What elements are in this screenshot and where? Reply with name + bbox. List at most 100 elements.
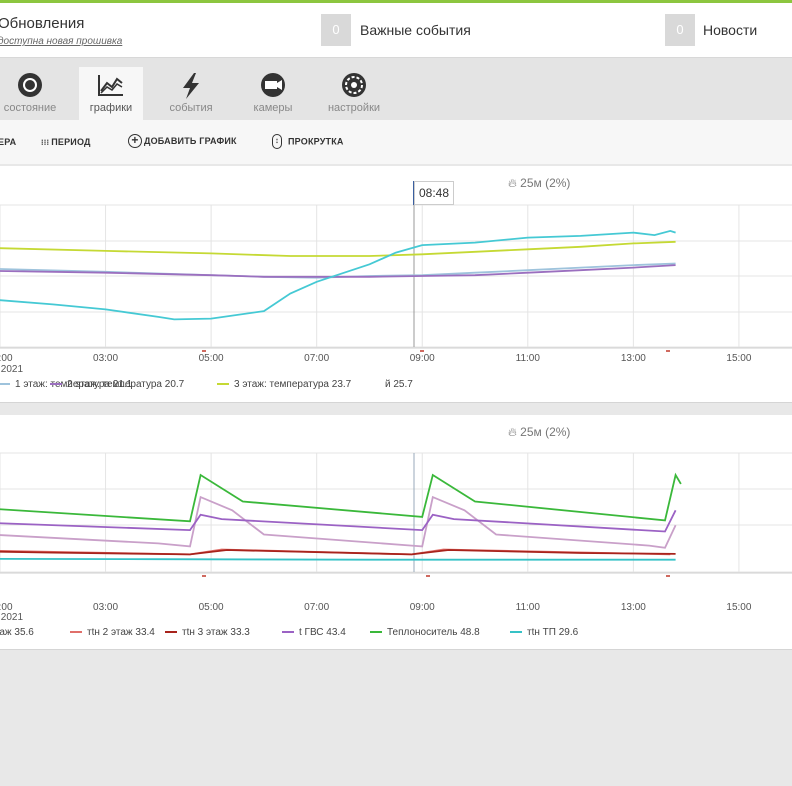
- legend-item[interactable]: 3 этаж: температура 23.7: [217, 379, 351, 390]
- x-tick-label: 09:00: [410, 353, 435, 364]
- legend-swatch: [510, 631, 522, 634]
- series-line: [0, 558, 676, 561]
- series-line: [0, 509, 677, 533]
- important-events-count[interactable]: 0: [321, 14, 351, 46]
- legend-label: тtн 2 этаж 33.4: [87, 627, 155, 638]
- legend-label: 1 этаж: температура 21.1: [15, 379, 133, 390]
- legend-swatch: [282, 631, 294, 634]
- series-line: [0, 472, 682, 523]
- chart-usage-info: 🔥︎ 25м (2%): [508, 176, 570, 191]
- tab-cameras-label: камеры: [253, 102, 293, 114]
- tab-cameras[interactable]: камеры: [241, 67, 305, 120]
- legend-swatch: [165, 631, 177, 634]
- temperature-chart-panel: 🔥︎ 25м (2%) 01:00 03:00 05:00 07:00 09:00 11:…: [0, 166, 792, 403]
- scroll-button[interactable]: ↕ ПРОКРУТКА: [272, 134, 344, 149]
- tab-settings-label: настройки: [327, 102, 381, 114]
- tab-events-label: события: [169, 102, 213, 114]
- x-tick-label: 15:00: [726, 353, 751, 364]
- x-tick-label: 07:00: [304, 602, 329, 613]
- legend-swatch: [370, 631, 382, 634]
- legend-label: 3 этаж: температура 23.7: [234, 379, 352, 390]
- x-tick-label: 07:00: [304, 353, 329, 364]
- series-line: [0, 229, 676, 321]
- legend-item[interactable]: Теплоноситель 48.8: [370, 627, 480, 638]
- legend-label: тtн 3 этаж 33.3: [182, 627, 250, 638]
- x-tick-label: 01:00: [0, 353, 13, 364]
- news-label[interactable]: Новости: [703, 22, 758, 38]
- legend-label: 2 этаж: температура 20.7: [67, 379, 185, 390]
- x-tick-label: 15:00: [726, 602, 751, 613]
- chart-usage-text: 25м (2%): [520, 176, 571, 190]
- legend-item[interactable]: тtн ТП 29.6: [510, 627, 578, 638]
- legend-label: Теплоноситель 48.8: [387, 627, 480, 638]
- tab-settings[interactable]: настройки: [322, 67, 386, 120]
- series-line: [0, 240, 676, 257]
- news-count[interactable]: 0: [665, 14, 695, 46]
- legend-swatch: [70, 631, 82, 634]
- lightning-icon: [183, 73, 199, 99]
- scroll-icon: ↕: [272, 134, 282, 149]
- legend-label: t ГВС 43.4: [299, 627, 346, 638]
- x-tick-label: 05:00: [199, 353, 224, 364]
- grid-icon: ⁝⁝⁝: [41, 138, 50, 147]
- heating-chart-legend: этаж 35.6 тtн 2 этаж 33.4 тtн 3 этаж 33.3 t…: [0, 627, 792, 641]
- updates-firmware-link[interactable]: доступна новая прошивка: [0, 36, 123, 47]
- x-tick-label: 03:00: [93, 353, 118, 364]
- charts-toolbar: ЕРА ⁝⁝⁝ ПЕРИОД + ДОБАВИТЬ ГРАФИК ↕ ПРОКРУТК…: [0, 120, 792, 164]
- tab-status[interactable]: состояние: [0, 67, 62, 120]
- period-label: ПЕРИОД: [51, 137, 91, 147]
- time-tooltip: 08:48: [414, 181, 454, 205]
- series-line: [0, 495, 677, 549]
- scroll-label: ПРОКРУТКА: [288, 136, 344, 147]
- x-tick-label: 01:00: [0, 602, 13, 613]
- x-tick-label: 13:00: [621, 353, 646, 364]
- flame-icon: 🔥︎: [508, 425, 517, 439]
- tab-status-label: состояние: [3, 102, 57, 114]
- circle-icon: [18, 73, 42, 97]
- main-tabs: состояние графики события камеры настрой…: [0, 58, 792, 120]
- x-tick-label: 11:00: [516, 602, 541, 613]
- notifications-bar: Обновления доступна новая прошивка 0 Важ…: [0, 0, 792, 58]
- x-tick-label: 13:00: [621, 602, 646, 613]
- important-events-label[interactable]: Важные события: [360, 22, 471, 38]
- legend-label: тtн ТП 29.6: [527, 627, 579, 638]
- add-chart-button[interactable]: + ДОБАВИТЬ ГРАФИК: [128, 134, 237, 148]
- x-date-label: .2021: [0, 612, 23, 623]
- chart-icon: [98, 75, 123, 96]
- temperature-chart[interactable]: 01:00 03:00 05:00 07:00 09:00 11:00 13:00 15:00…: [0, 166, 792, 403]
- legend-item[interactable]: t ГВС 43.4: [282, 627, 346, 638]
- legend-item[interactable]: тtн 3 этаж 33.3: [165, 627, 250, 638]
- legend-item[interactable]: 1 этаж: температура 21.1: [0, 379, 132, 390]
- chart-usage-info: 🔥︎ 25м (2%): [508, 425, 570, 440]
- updates-title[interactable]: Обновления: [0, 15, 85, 32]
- heating-chart-panel: 🔥︎ 25м (2%) 01:00 03:00 05:00 07:00 09:00 11:…: [0, 415, 792, 650]
- x-tick-label: 11:00: [516, 353, 541, 364]
- heating-chart[interactable]: 01:00 03:00 05:00 07:00 09:00 11:00 13:00 15:00…: [0, 415, 792, 650]
- series-line: [0, 549, 676, 556]
- plus-circle-icon: +: [128, 134, 142, 148]
- legend-item[interactable]: этаж 35.6: [0, 627, 34, 638]
- legend-swatch: [217, 383, 229, 386]
- temperature-chart-legend: 1 этаж: температура 21.1 2 этаж: температ…: [0, 379, 792, 393]
- legend-swatch: [50, 383, 62, 386]
- x-date-label: .2021: [0, 364, 23, 375]
- flame-icon: 🔥︎: [508, 176, 517, 190]
- gear-icon: [342, 73, 366, 97]
- x-tick-label: 03:00: [93, 602, 118, 613]
- chart-usage-text: 25м (2%): [520, 425, 571, 439]
- legend-item[interactable]: й 25.7: [385, 379, 413, 390]
- legend-item[interactable]: 2 этаж: температура 20.7: [50, 379, 184, 390]
- tab-events[interactable]: события: [159, 67, 223, 120]
- legend-item[interactable]: тtн 2 этаж 33.4: [70, 627, 155, 638]
- camera-icon: [261, 73, 285, 97]
- tab-charts[interactable]: графики: [79, 67, 143, 120]
- x-tick-label: 09:00: [410, 602, 435, 613]
- series-line: [0, 264, 676, 278]
- legend-swatch: [0, 383, 10, 386]
- legend-label: этаж 35.6: [0, 627, 34, 638]
- period-button[interactable]: ⁝⁝⁝ ПЕРИОД: [41, 137, 91, 147]
- add-chart-label: ДОБАВИТЬ ГРАФИК: [144, 136, 237, 146]
- x-tick-label: 05:00: [199, 602, 224, 613]
- tab-charts-label: графики: [89, 102, 133, 114]
- sensors-button[interactable]: ЕРА: [0, 137, 17, 147]
